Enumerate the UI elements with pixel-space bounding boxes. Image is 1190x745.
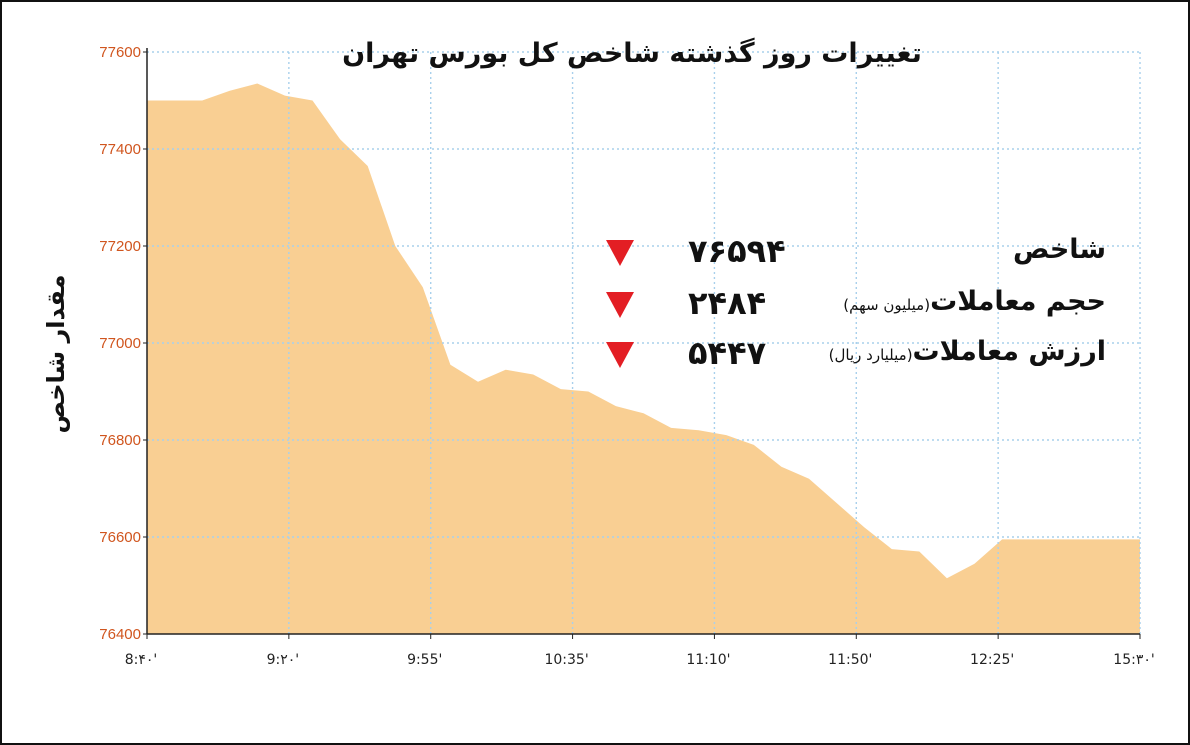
stat-volume: ۲۴۸۴ حجم معاملات(میلیون سهم)	[606, 284, 1106, 326]
x-tick-label: 9:55'	[407, 652, 442, 668]
y-tick-label: 77000	[99, 335, 141, 352]
stat-value-value: ۵۴۴۷	[688, 334, 767, 372]
x-tick-label: 12:25'	[970, 652, 1014, 668]
stat-volume-unit: (میلیون سهم)	[843, 296, 931, 314]
x-tick-label: 11:10'	[686, 652, 730, 668]
stat-index-value: ۷۶۵۹۴	[688, 232, 786, 270]
y-tick-label: 76400	[99, 626, 141, 643]
stat-value-unit: (میلیارد ریال)	[828, 346, 913, 364]
y-tick-label: 77600	[99, 44, 141, 61]
down-arrow-icon	[606, 240, 634, 266]
x-tick-label: 15:۳۰'	[1113, 652, 1154, 668]
down-arrow-icon	[606, 292, 634, 318]
stat-index-label: شاخص	[1013, 234, 1106, 265]
chart-title: تغییرات روز گذشته شاخص کل بورس تهران	[342, 38, 922, 69]
y-tick-label: 76800	[99, 432, 141, 449]
x-tick-label: 11:50'	[828, 652, 872, 668]
x-tick-label: 8:۴۰'	[125, 652, 158, 668]
x-tick-label: 9:۲۰'	[267, 652, 300, 668]
stat-index: ۷۶۵۹۴ شاخص	[606, 232, 1106, 274]
y-tick-label: 77400	[99, 141, 141, 158]
y-tick-label: 76600	[99, 529, 141, 546]
stat-value-label: ارزش معاملات(میلیارد ریال)	[828, 336, 1106, 367]
y-axis-label: مقدار شاخص	[42, 274, 70, 434]
down-arrow-icon	[606, 342, 634, 368]
x-tick-label: 10:35'	[544, 652, 588, 668]
index-area	[147, 83, 1140, 634]
y-tick-label: 77200	[99, 238, 141, 255]
stat-value: ۵۴۴۷ ارزش معاملات(میلیارد ریال)	[606, 334, 1106, 376]
stat-volume-label: حجم معاملات(میلیون سهم)	[843, 286, 1106, 317]
stat-volume-value: ۲۴۸۴	[688, 284, 767, 322]
